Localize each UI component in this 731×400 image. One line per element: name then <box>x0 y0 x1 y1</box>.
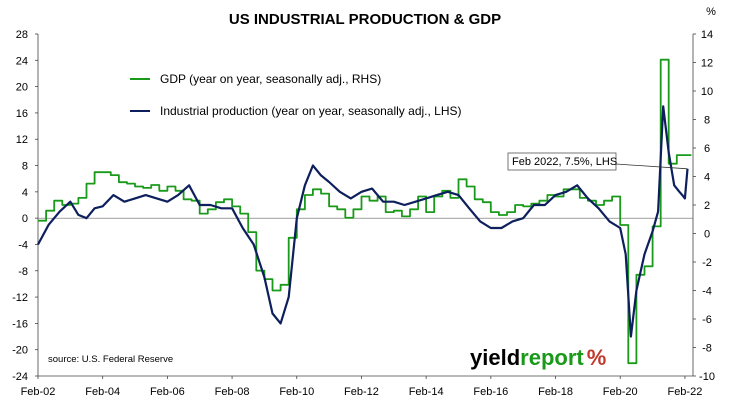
left-tick-label: 20 <box>16 82 28 94</box>
x-tick-label: Feb-04 <box>85 386 120 398</box>
x-tick-label: Feb-14 <box>409 386 444 398</box>
x-tick-label: Feb-02 <box>21 386 56 398</box>
left-tick-label: -8 <box>18 266 28 278</box>
brand-word-accent: report <box>520 345 584 370</box>
brand-word-main: yield <box>470 345 520 370</box>
annotation: Feb 2022, 7.5%, LHS <box>507 152 688 171</box>
brand-wordmark: yieldreport% <box>470 345 606 370</box>
x-tick-label: Feb-06 <box>150 386 185 398</box>
left-tick-label: -16 <box>12 318 28 330</box>
left-axis: 28 24 20 16 12 8 4 0 -4 -8 -12 -16 -20 -24 <box>12 29 38 383</box>
right-tick-label: 8 <box>704 115 710 127</box>
left-tick-label: 12 <box>16 134 28 146</box>
right-tick-label: 2 <box>704 200 710 212</box>
x-axis: Feb-02 Feb-04 Feb-06 Feb-08 Feb-10 Feb-12 Feb-… <box>21 376 702 398</box>
legend: GDP (year on year, seasonally adj., RHS)… <box>130 72 462 118</box>
left-tick-label: -12 <box>12 292 28 304</box>
annotation-leader <box>615 163 688 170</box>
x-tick-label: Feb-20 <box>603 386 638 398</box>
left-tick-label: -4 <box>18 239 28 251</box>
x-tick-label: Feb-10 <box>279 386 314 398</box>
right-tick-label: 12 <box>701 58 713 70</box>
annotation-text: Feb 2022, 7.5%, LHS <box>512 156 617 168</box>
left-tick-label: -20 <box>12 345 28 357</box>
right-tick-label: -10 <box>699 371 715 383</box>
x-tick-label: Feb-16 <box>473 386 508 398</box>
right-tick-label: 10 <box>701 86 713 98</box>
left-tick-label: 8 <box>22 161 28 173</box>
brand-symbol: % <box>587 345 607 370</box>
x-tick-label: Feb-22 <box>667 386 702 398</box>
right-tick-label: -4 <box>702 286 712 298</box>
right-axis-unit: % <box>706 6 716 18</box>
series-line-gdp <box>38 58 692 365</box>
left-tick-label: 28 <box>16 29 28 41</box>
brand-logo: yieldreport% <box>470 345 606 370</box>
series-layer <box>37 58 692 365</box>
right-tick-label: -2 <box>702 257 712 269</box>
left-tick-label: -24 <box>12 371 28 383</box>
legend-label-gdp: GDP (year on year, seasonally adj., RHS) <box>160 72 381 86</box>
left-tick-label: 24 <box>16 55 28 67</box>
x-tick-label: Feb-08 <box>215 386 250 398</box>
series-line-industrial-production <box>37 105 689 338</box>
chart-title: US INDUSTRIAL PRODUCTION & GDP <box>229 11 501 28</box>
x-tick-label: Feb-12 <box>344 386 379 398</box>
left-tick-label: 16 <box>16 108 28 120</box>
right-tick-label: 4 <box>704 172 710 184</box>
right-tick-label: -6 <box>702 314 712 326</box>
source-note: source: U.S. Federal Reserve <box>48 354 173 365</box>
x-tick-label: Feb-18 <box>538 386 573 398</box>
legend-label-ip: Industrial production (year on year, sea… <box>160 104 462 118</box>
right-tick-label: -8 <box>702 343 712 355</box>
right-tick-label: 6 <box>704 143 710 155</box>
annotation-box <box>507 152 617 171</box>
right-tick-label: 0 <box>704 229 710 241</box>
right-tick-label: 14 <box>701 29 713 41</box>
left-tick-label: 4 <box>22 187 28 199</box>
right-axis: 14 12 10 8 6 4 2 0 -2 -4 -6 -8 -10 <box>693 29 715 383</box>
left-tick-label: 0 <box>22 213 28 225</box>
